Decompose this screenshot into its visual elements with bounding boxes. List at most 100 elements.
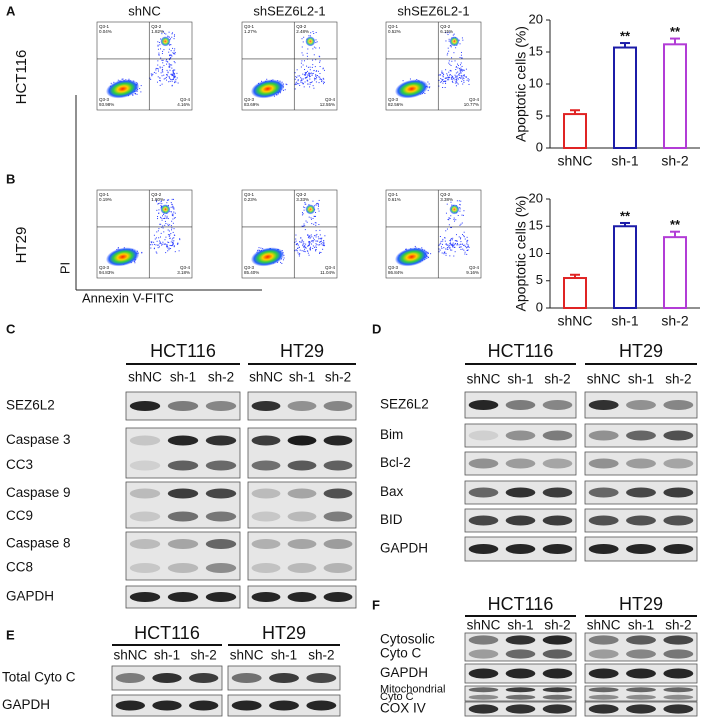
- event-dot: [309, 73, 311, 75]
- y-tick-label: 15: [529, 43, 543, 58]
- event-dot: [285, 83, 287, 85]
- event-dot: [168, 51, 170, 53]
- event-dot: [167, 71, 169, 73]
- event-dot: [451, 239, 453, 241]
- event-dot: [317, 240, 319, 242]
- event-dot: [319, 237, 321, 239]
- protein-band: [205, 460, 237, 471]
- event-dot: [298, 253, 300, 255]
- event-dot: [173, 246, 175, 248]
- event-dot: [414, 245, 416, 247]
- event-dot: [171, 220, 173, 222]
- quadrant-percent: 1.82%: [151, 29, 164, 34]
- event-dot: [315, 32, 317, 34]
- event-dot: [170, 54, 172, 56]
- event-dot: [173, 38, 175, 40]
- event-dot: [174, 217, 176, 219]
- protein-band: [323, 401, 353, 411]
- event-dot: [445, 243, 447, 245]
- event-dot: [171, 239, 173, 241]
- event-dot: [455, 77, 457, 79]
- event-dot: [438, 244, 440, 246]
- event-dot: [466, 241, 468, 243]
- event-dot: [175, 79, 177, 81]
- event-dot: [166, 59, 168, 61]
- event-dot: [307, 83, 309, 85]
- event-dot: [162, 71, 164, 73]
- panel-label: A: [6, 3, 16, 18]
- event-dot: [160, 201, 162, 203]
- event-dot: [153, 247, 155, 249]
- event-dot: [313, 235, 315, 237]
- event-dot: [303, 225, 305, 227]
- event-dot: [446, 32, 448, 34]
- event-dot: [170, 245, 172, 247]
- event-dot: [168, 199, 170, 201]
- event-dot: [260, 247, 262, 249]
- protein-band: [663, 635, 694, 645]
- event-dot: [460, 67, 462, 69]
- event-dot: [439, 74, 441, 76]
- event-dot: [312, 48, 314, 50]
- event-dot: [299, 75, 301, 77]
- event-dot: [294, 88, 296, 90]
- event-dot: [442, 72, 444, 74]
- event-dot: [296, 81, 298, 83]
- lane-label: shNC: [230, 648, 264, 663]
- event-dot: [451, 245, 453, 247]
- event-dot: [455, 72, 457, 74]
- protein-band: [626, 400, 656, 410]
- density-blob: [305, 36, 316, 47]
- event-dot: [453, 33, 455, 35]
- event-dot: [266, 78, 268, 80]
- event-dot: [463, 244, 465, 246]
- event-dot: [305, 77, 307, 79]
- event-dot: [460, 62, 462, 64]
- row-label: CC9: [6, 508, 33, 523]
- event-dot: [427, 89, 429, 91]
- event-dot: [171, 80, 173, 82]
- event-dot: [168, 247, 170, 249]
- event-dot: [319, 241, 321, 243]
- event-dot: [171, 73, 173, 75]
- event-dot: [319, 229, 321, 231]
- event-dot: [161, 203, 163, 205]
- event-dot: [166, 245, 168, 247]
- event-dot: [456, 75, 458, 77]
- event-dot: [161, 59, 163, 61]
- event-dot: [305, 73, 307, 75]
- event-dot: [163, 231, 165, 233]
- row-label: COX IV: [380, 701, 426, 716]
- lane-label: sh-1: [507, 618, 533, 633]
- event-dot: [300, 77, 302, 79]
- event-dot: [461, 214, 463, 216]
- protein-band: [626, 649, 656, 659]
- event-dot: [448, 77, 450, 79]
- event-dot: [462, 76, 464, 78]
- protein-band: [663, 668, 694, 679]
- event-dot: [466, 236, 468, 238]
- event-dot: [464, 246, 466, 248]
- group-header: HCT116: [150, 341, 216, 361]
- event-dot: [307, 245, 309, 247]
- protein-band: [287, 401, 317, 411]
- event-dot: [315, 215, 317, 217]
- event-dot: [458, 244, 460, 246]
- protein-band: [468, 487, 499, 498]
- protein-band: [269, 673, 299, 683]
- quadrant-name: Q3-4: [469, 97, 480, 102]
- x-tick-label: sh-2: [661, 313, 688, 329]
- event-dot: [453, 217, 455, 219]
- event-dot: [463, 210, 465, 212]
- event-dot: [468, 83, 470, 85]
- quadrant-name: Q3-1: [99, 192, 110, 197]
- event-dot: [452, 237, 454, 239]
- event-dot: [311, 240, 313, 242]
- event-dot: [262, 248, 264, 250]
- event-dot: [162, 30, 164, 32]
- event-dot: [172, 78, 174, 80]
- cell-line-label: HT29: [13, 227, 30, 264]
- event-dot: [441, 81, 443, 83]
- event-dot: [165, 60, 167, 62]
- event-dot: [462, 243, 464, 245]
